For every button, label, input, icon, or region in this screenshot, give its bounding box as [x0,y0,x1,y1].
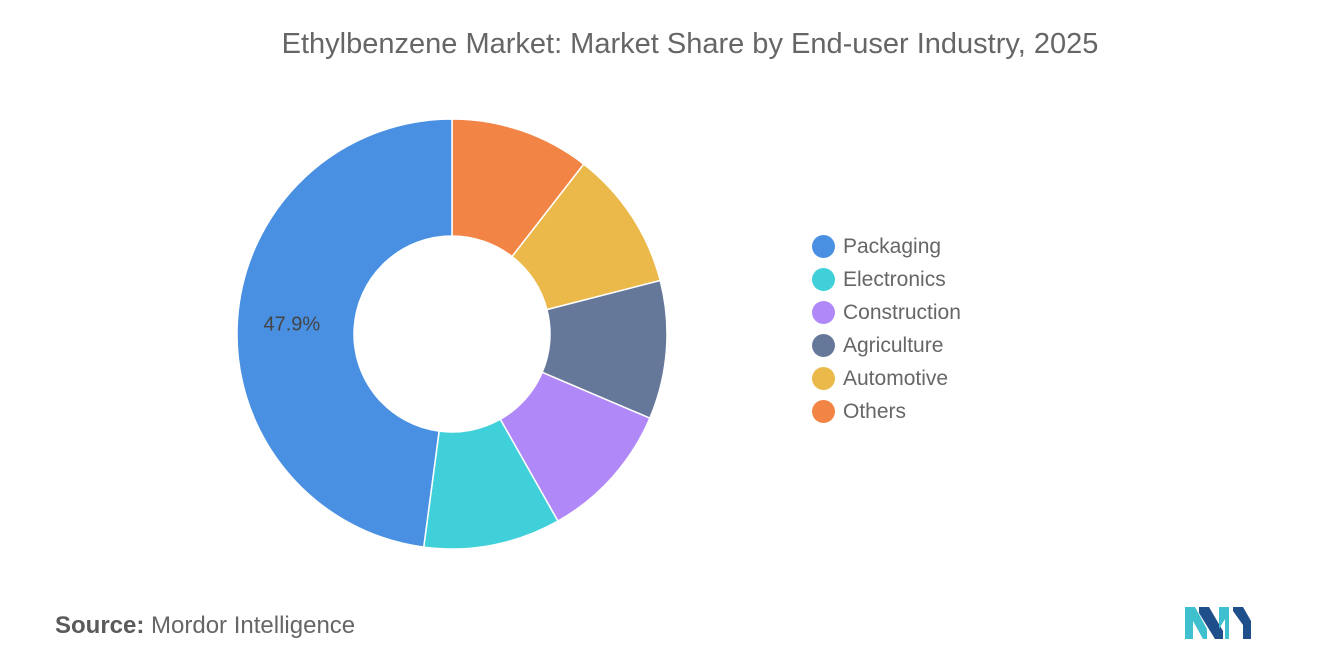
legend-swatch [812,268,835,291]
source-value: Mordor Intelligence [151,612,356,639]
legend-item-agriculture: Agriculture [812,329,961,362]
legend-label: Agriculture [843,333,944,357]
mordor-intelligence-logo-icon [1185,607,1251,639]
legend-swatch [812,367,835,390]
legend-label: Automotive [843,366,949,390]
legend-swatch [812,400,835,423]
source-label: Source: [55,612,145,639]
source-note: Source: Mordor Intelligence [55,612,355,640]
legend: Packaging Electronics Construction Agricult… [812,230,961,428]
legend-item-automotive: Automotive [812,362,961,395]
data-label-packaging: 47.9% [263,313,320,335]
legend-label: Electronics [843,267,946,291]
legend-label: Others [843,399,907,423]
legend-swatch [812,301,835,324]
chart-title: Ethylbenzene Market: Market Share by End… [281,28,1099,60]
legend-swatch [812,235,835,258]
legend-label: Packaging [843,234,942,258]
legend-item-packaging: Packaging [812,230,961,263]
legend-item-construction: Construction [812,296,961,329]
legend-item-electronics: Electronics [812,263,961,296]
slice-packaging [236,118,453,548]
legend-swatch [812,334,835,357]
legend-item-others: Others [812,395,961,428]
legend-label: Construction [843,300,961,324]
